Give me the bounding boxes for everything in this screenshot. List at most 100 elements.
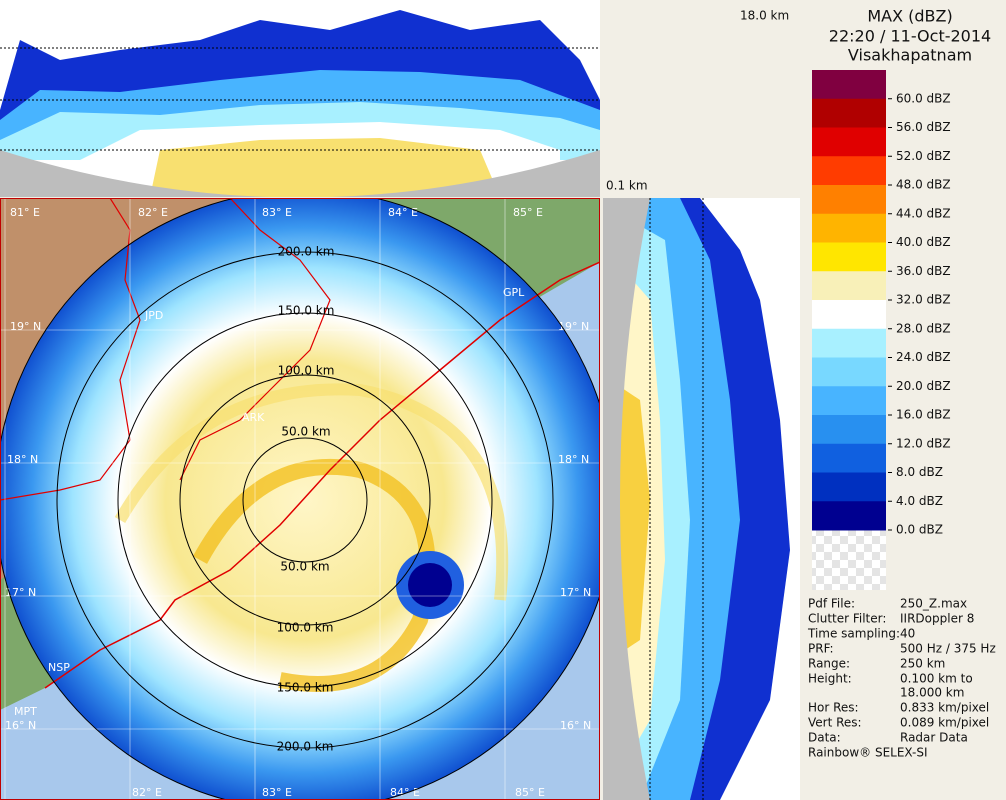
legend-label: 20.0 dBZ xyxy=(896,379,951,393)
state-boundary xyxy=(179,198,331,481)
range-label: 50.0 km xyxy=(280,560,329,574)
longitude-label: 83° E xyxy=(262,206,292,219)
longitude-label: 81° E xyxy=(10,206,40,219)
map-panel: 81° E 82° E 83° E 84° E 85° E82° E 83° E 84° E… xyxy=(0,198,600,800)
legend-label: 24.0 dBZ xyxy=(896,350,951,364)
latitude-label: 18° N xyxy=(558,453,589,466)
place-label: NSP xyxy=(48,661,70,674)
legend-label: 40.0 dBZ xyxy=(896,235,951,249)
info-key: Time sampling: xyxy=(807,627,900,641)
legend-label: 56.0 dBZ xyxy=(896,120,951,134)
legend-label: 52.0 dBZ xyxy=(896,149,951,163)
legend-swatch xyxy=(812,328,886,358)
ground-wedge xyxy=(0,150,600,197)
timestamp: 22:20 / 11-Oct-2014 xyxy=(829,27,991,46)
echo-band xyxy=(150,138,500,197)
range-label: 200.0 km xyxy=(278,245,335,259)
no-data-swatch xyxy=(812,530,886,590)
longitude-label: 85° E xyxy=(513,206,543,219)
longitude-label: 85° E xyxy=(515,786,545,799)
longitude-label: 82° E xyxy=(138,206,168,219)
longitude-label: 83° E xyxy=(262,786,292,799)
legend-label: 48.0 dBZ xyxy=(896,178,951,192)
longitude-label: 82° E xyxy=(132,786,162,799)
info-key: Hor Res: xyxy=(808,701,859,715)
legend-label: 36.0 dBZ xyxy=(896,264,951,278)
latitude-label: 18° N xyxy=(7,453,38,466)
legend-label: 28.0 dBZ xyxy=(896,321,951,335)
legend-swatch xyxy=(812,443,886,473)
info-key: Clutter Filter: xyxy=(808,612,886,626)
legend-swatch xyxy=(812,501,886,531)
legend: 60.0 dBZ 56.0 dBZ 52.0 dBZ 48.0 dBZ 44.0 dBZ… xyxy=(812,70,951,590)
latitude-label: 17° N xyxy=(560,586,591,599)
legend-label: 44.0 dBZ xyxy=(896,206,951,220)
latitude-label: 19° N xyxy=(558,320,589,333)
cyclone-eye xyxy=(408,563,452,607)
info-value: 18.000 km xyxy=(900,686,964,700)
right-section xyxy=(603,198,800,800)
legend-label: 16.0 dBZ xyxy=(896,408,951,422)
range-label: 50.0 km xyxy=(281,425,330,439)
top-height-label: 18.0 km xyxy=(740,9,789,23)
info-value: 0.833 km/pixel xyxy=(900,701,989,715)
info-value: 250 km xyxy=(900,657,945,671)
info-key: Range: xyxy=(808,657,850,671)
legend-swatch xyxy=(812,213,886,243)
legend-swatch xyxy=(812,357,886,387)
legend-label: 0.0 dBZ xyxy=(896,523,943,537)
legend-swatch xyxy=(812,472,886,502)
range-label: 200.0 km xyxy=(277,740,334,754)
legend-label: 32.0 dBZ xyxy=(896,293,951,307)
info-value: 250_Z.max xyxy=(900,597,967,611)
legend-swatch xyxy=(812,185,886,215)
info-value: 500 Hz / 375 Hz xyxy=(900,642,996,656)
info-key: Vert Res: xyxy=(808,716,862,730)
place-label: GPL xyxy=(503,286,525,299)
radar-echo xyxy=(0,198,600,800)
top-section xyxy=(0,0,600,197)
place-label: ARK xyxy=(242,411,265,424)
legend-swatch xyxy=(812,415,886,445)
info-key: PRF: xyxy=(808,642,834,656)
state-boundary xyxy=(0,198,141,501)
legend-swatch xyxy=(812,127,886,157)
latitude-label: 17° N xyxy=(5,586,36,599)
rain-band xyxy=(192,458,436,692)
info-key: Height: xyxy=(808,672,852,686)
legend-swatch xyxy=(812,156,886,186)
legend-swatch xyxy=(812,300,886,330)
bottom-height-label: 0.1 km xyxy=(606,179,648,193)
footer: Rainbow® SELEX-SI xyxy=(808,746,928,760)
legend-swatch xyxy=(812,271,886,301)
latitude-label: 19° N xyxy=(10,320,41,333)
rain-band xyxy=(114,383,509,601)
legend-swatch xyxy=(812,98,886,128)
legend-label: 60.0 dBZ xyxy=(896,91,951,105)
latitude-label: 16° N xyxy=(560,719,591,732)
place-label: JPD xyxy=(144,309,163,322)
info-value: 40 xyxy=(900,627,915,641)
range-ring xyxy=(56,251,554,749)
range-label: 150.0 km xyxy=(277,681,334,695)
title: MAX (dBZ) xyxy=(867,7,952,26)
legend-swatch xyxy=(812,242,886,272)
range-rings: 200.0 km 150.0 km 100.0 km 50.0 km 50.0 km 10… xyxy=(0,198,600,800)
info-value: 0.089 km/pixel xyxy=(900,716,989,730)
info-key: Pdf File: xyxy=(808,597,855,611)
range-ring xyxy=(117,312,493,688)
range-ring xyxy=(242,437,368,563)
info-key: Data: xyxy=(808,731,841,745)
range-ring xyxy=(179,374,431,626)
range-label: 100.0 km xyxy=(277,621,334,635)
legend-label: 12.0 dBZ xyxy=(896,436,951,450)
legend-swatch xyxy=(812,386,886,416)
legend-swatch xyxy=(812,70,886,100)
info-value: 0.100 km to xyxy=(900,672,973,686)
legend-label: 4.0 dBZ xyxy=(896,494,943,508)
longitude-label: 84° E xyxy=(388,206,418,219)
site: Visakhapatnam xyxy=(848,46,972,65)
info-value: Radar Data xyxy=(900,731,968,745)
